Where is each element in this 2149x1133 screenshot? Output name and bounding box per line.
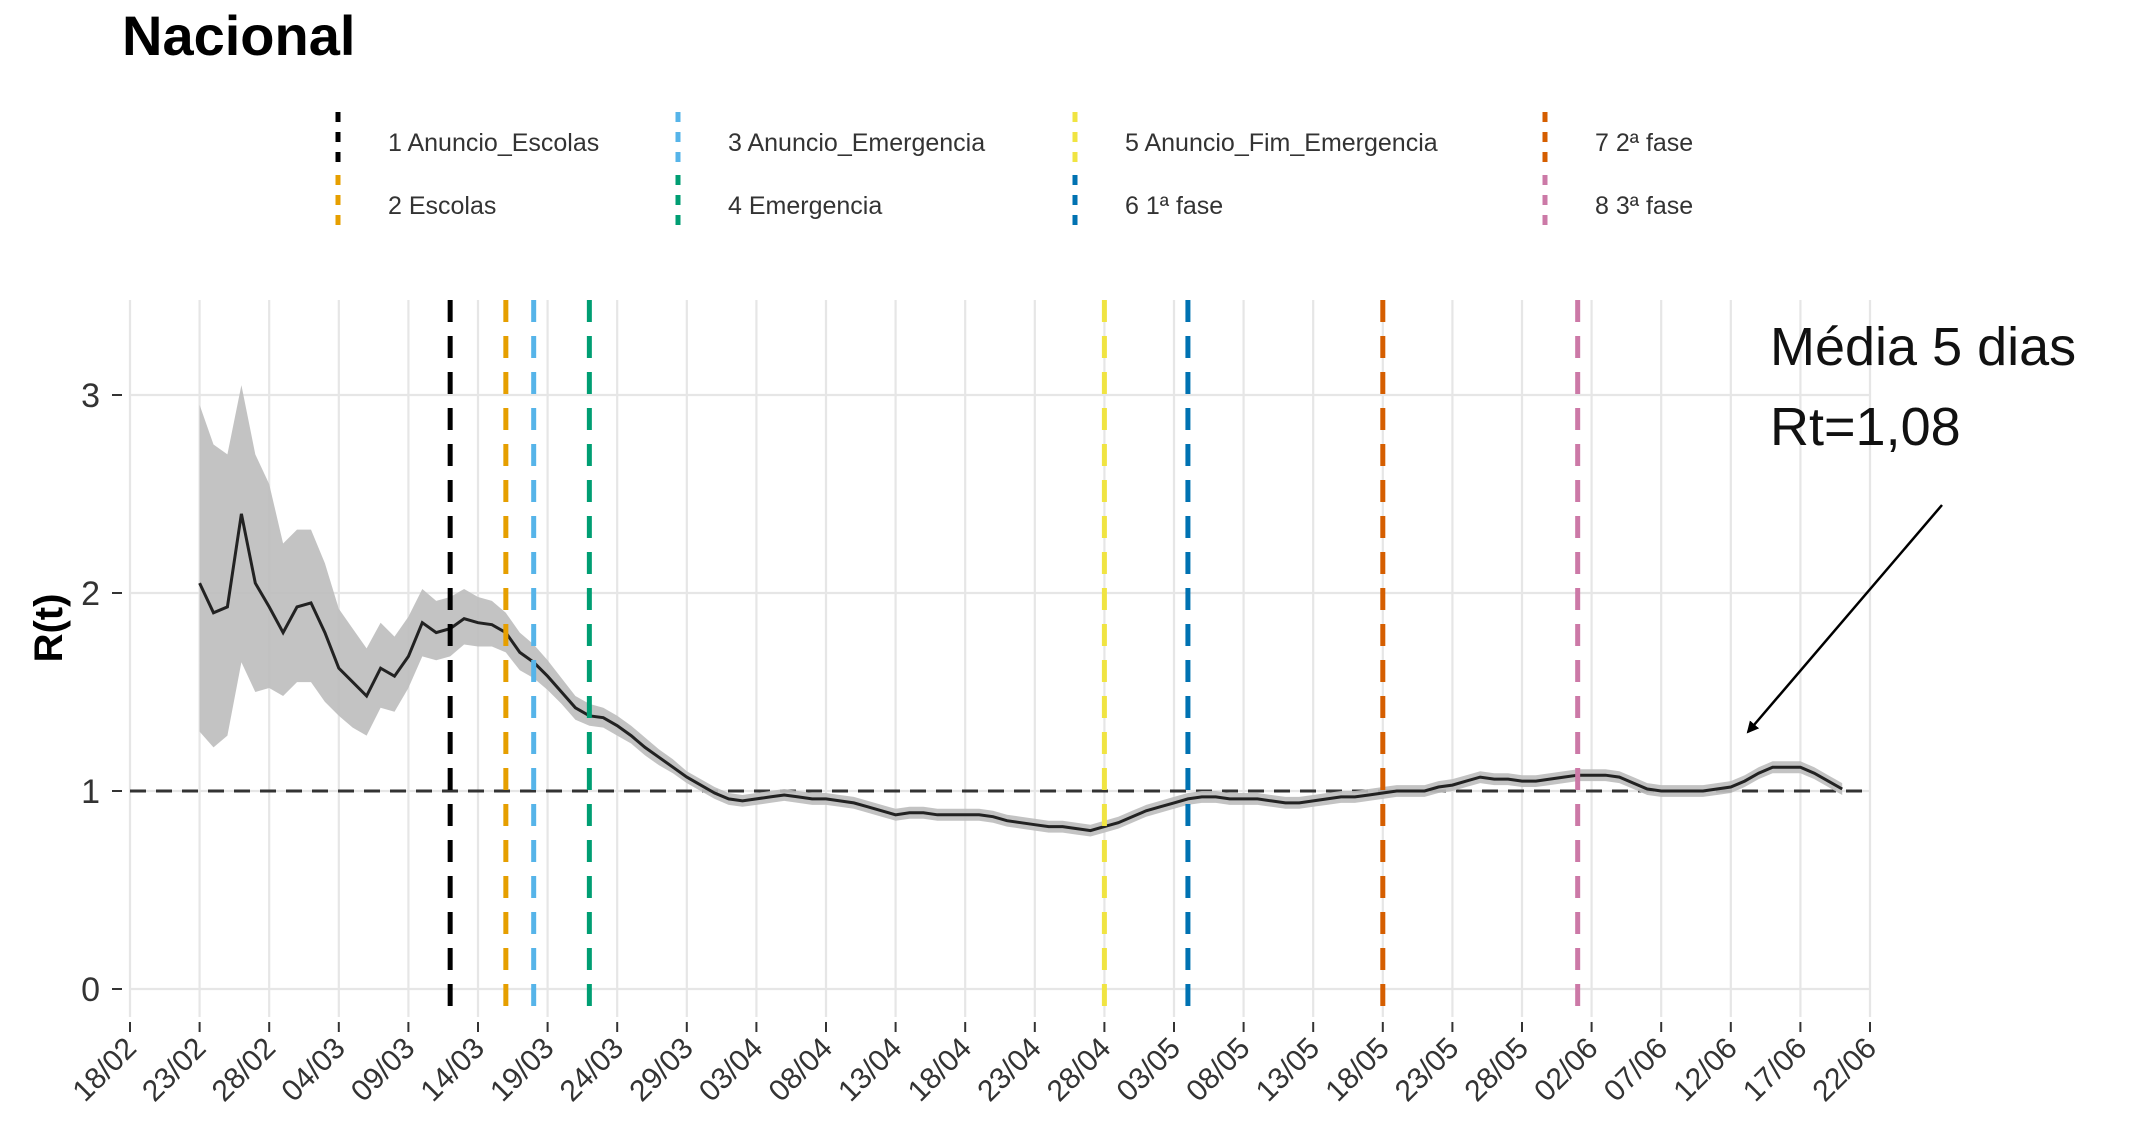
x-tick-label: 28/04 xyxy=(1041,1032,1117,1108)
x-tick-label: 03/04 xyxy=(693,1032,769,1108)
series-group xyxy=(198,513,1843,833)
x-tick-label: 03/05 xyxy=(1111,1032,1187,1108)
y-axis-label: R(t) xyxy=(27,594,71,663)
legend-label-3: 3 Anuncio_Emergencia xyxy=(728,129,985,157)
annotation-line-2: Rt=1,08 xyxy=(1770,397,1961,457)
x-tick-label: 13/05 xyxy=(1250,1032,1326,1108)
legend-label-2: 2 Escolas xyxy=(388,192,496,220)
legend-label-7: 7 2ª fase xyxy=(1595,129,1693,157)
legend-label-1: 1 Anuncio_Escolas xyxy=(388,129,599,157)
confidence-band-group xyxy=(199,385,1843,837)
x-tick-label: 28/02 xyxy=(206,1032,282,1108)
x-tick-label: 07/06 xyxy=(1598,1032,1674,1108)
legend-label-4: 4 Emergencia xyxy=(728,192,882,220)
y-tick-label: 2 xyxy=(81,575,100,613)
confidence-band xyxy=(199,385,1843,837)
annotation-arrow xyxy=(1746,504,1943,734)
x-tick-label: 23/04 xyxy=(971,1032,1047,1108)
x-tick-label: 12/06 xyxy=(1667,1032,1743,1108)
annotation: Média 5 dias Rt=1,08 xyxy=(1746,317,2076,734)
x-tick-label: 19/03 xyxy=(484,1032,560,1108)
x-tick-label: 18/02 xyxy=(67,1032,143,1108)
legend-label-6: 6 1ª fase xyxy=(1125,192,1223,220)
x-tick-label: 23/05 xyxy=(1389,1032,1465,1108)
annotation-line-1: Média 5 dias xyxy=(1770,317,2076,377)
x-tick-label: 29/03 xyxy=(623,1032,699,1108)
chart-title: Nacional xyxy=(122,4,355,67)
rt-line xyxy=(198,513,1843,833)
legend-label-5: 5 Anuncio_Fim_Emergencia xyxy=(1125,129,1438,157)
x-tick-label: 17/06 xyxy=(1737,1032,1813,1108)
x-tick-label: 08/04 xyxy=(763,1032,839,1108)
legend: 1 Anuncio_Escolas 2 Escolas 3 Anuncio_Emer… xyxy=(335,112,1693,235)
x-tick-label: 14/03 xyxy=(415,1032,491,1108)
y-tick-label: 3 xyxy=(81,377,100,415)
y-tick-label: 1 xyxy=(81,773,100,811)
x-tick-label: 18/05 xyxy=(1319,1032,1395,1108)
x-tick-label: 09/03 xyxy=(345,1032,421,1108)
x-tick-label: 22/06 xyxy=(1807,1032,1883,1108)
x-tick-label: 02/06 xyxy=(1528,1032,1604,1108)
x-tick-label: 08/05 xyxy=(1180,1032,1256,1108)
event-lines xyxy=(447,300,1581,1017)
y-tick-label: 0 xyxy=(81,971,100,1009)
x-tick-label: 18/04 xyxy=(902,1032,978,1108)
x-tick-label: 23/02 xyxy=(136,1032,212,1108)
x-tick-label: 13/04 xyxy=(832,1032,908,1108)
x-tick-label: 28/05 xyxy=(1459,1032,1535,1108)
legend-label-8: 8 3ª fase xyxy=(1595,192,1693,220)
x-tick-label: 04/03 xyxy=(275,1032,351,1108)
x-tick-label: 24/03 xyxy=(554,1032,630,1108)
